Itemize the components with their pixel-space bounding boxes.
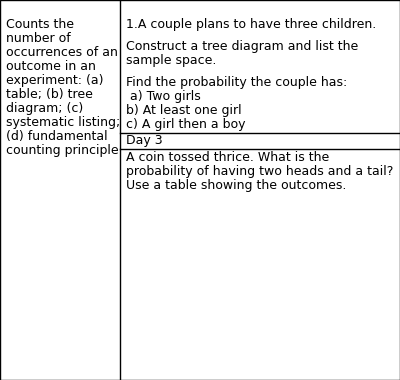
Text: number of: number of	[6, 32, 71, 45]
Text: (d) fundamental: (d) fundamental	[6, 130, 108, 143]
Text: Day 3: Day 3	[126, 134, 163, 147]
Text: experiment: (a): experiment: (a)	[6, 74, 104, 87]
Text: 1.A couple plans to have three children.: 1.A couple plans to have three children.	[126, 18, 376, 31]
Text: diagram; (c): diagram; (c)	[6, 102, 83, 115]
Text: Counts the: Counts the	[6, 18, 74, 31]
Text: A coin tossed thrice. What is the: A coin tossed thrice. What is the	[126, 151, 329, 164]
Text: a) Two girls: a) Two girls	[126, 90, 201, 103]
Text: occurrences of an: occurrences of an	[6, 46, 118, 59]
Text: Use a table showing the outcomes.: Use a table showing the outcomes.	[126, 179, 346, 192]
Text: systematic listing;: systematic listing;	[6, 116, 120, 129]
Text: table; (b) tree: table; (b) tree	[6, 88, 93, 101]
Text: counting principle: counting principle	[6, 144, 119, 157]
Text: Find the probability the couple has:: Find the probability the couple has:	[126, 76, 347, 89]
Text: outcome in an: outcome in an	[6, 60, 96, 73]
Text: b) At least one girl: b) At least one girl	[126, 104, 242, 117]
Text: probability of having two heads and a tail?: probability of having two heads and a ta…	[126, 165, 393, 178]
Text: Construct a tree diagram and list the: Construct a tree diagram and list the	[126, 40, 358, 53]
Text: sample space.: sample space.	[126, 54, 216, 67]
Text: c) A girl then a boy: c) A girl then a boy	[126, 118, 246, 131]
